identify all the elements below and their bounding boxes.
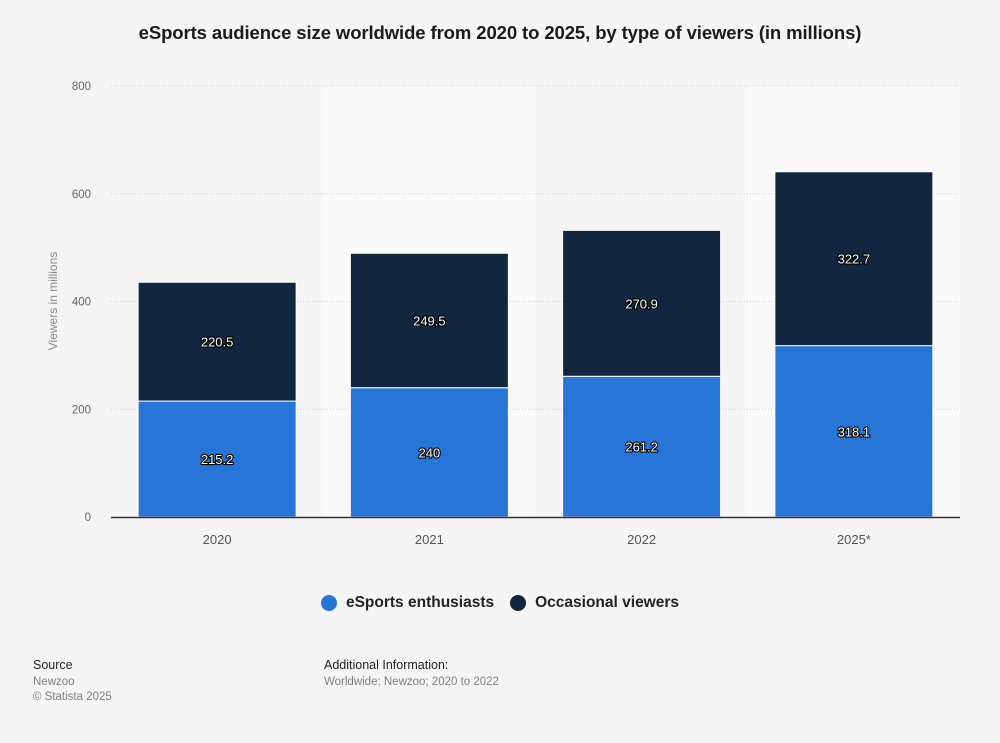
bar-occasional-viewers[interactable] xyxy=(137,281,297,402)
additional-info-text: Worldwide; Newzoo; 2020 to 2022 xyxy=(324,676,499,688)
bar-occasional-viewers[interactable] xyxy=(349,252,509,389)
legend: eSports enthusiasts Occasional viewers xyxy=(0,594,1000,612)
data-label: 240 xyxy=(419,445,441,460)
bar-stack: 215.2 220.5 xyxy=(137,281,297,518)
legend-dot-icon xyxy=(320,595,337,611)
legend-label: Occasional viewers xyxy=(535,594,680,611)
chart-title: eSports audience size worldwide from 202… xyxy=(138,22,862,43)
y-tick-label: 600 xyxy=(72,189,91,201)
data-label: 220.5 xyxy=(201,335,234,350)
x-tick-label: 2025* xyxy=(837,532,871,547)
bar-esports-enthusiasts[interactable] xyxy=(774,345,934,518)
source-block: Source Newzoo © Statista 2025 xyxy=(33,658,112,705)
y-axis-label: Viewers in millions xyxy=(46,252,60,350)
bar-stack: 261.2 270.9 xyxy=(562,229,722,518)
data-label: 270.9 xyxy=(625,296,658,311)
bar-occasional-viewers[interactable] xyxy=(562,229,722,377)
legend-item-esports-enthusiasts[interactable]: eSports enthusiasts xyxy=(320,594,495,612)
data-label: 215.2 xyxy=(201,452,234,467)
x-axis-ticks: 2020 2021 2022 2025* xyxy=(203,532,871,547)
y-tick-label: 800 xyxy=(72,81,91,93)
x-tick-label: 2020 xyxy=(203,532,232,547)
legend-dot-icon xyxy=(510,595,527,611)
source-heading: Source xyxy=(33,658,73,672)
legend-label: eSports enthusiasts xyxy=(345,594,495,611)
data-label: 249.5 xyxy=(413,313,446,328)
data-label: 261.2 xyxy=(625,440,658,455)
y-axis-ticks: 0 200 400 600 800 xyxy=(72,81,91,524)
additional-info-heading: Additional Information: xyxy=(324,658,449,672)
data-label: 322.7 xyxy=(838,252,871,267)
x-tick-label: 2021 xyxy=(415,532,444,547)
bars: 215.2 220.5 240 249.5 261.2 270.9 318.1 322.7 xyxy=(137,171,934,518)
bar-occasional-viewers[interactable] xyxy=(774,171,934,347)
y-tick-label: 0 xyxy=(85,512,91,524)
bar-stack: 240 249.5 xyxy=(349,252,509,518)
bar-esports-enthusiasts[interactable] xyxy=(137,400,297,518)
y-tick-label: 400 xyxy=(72,297,91,309)
bar-esports-enthusiasts[interactable] xyxy=(562,375,722,518)
legend-item-occasional-viewers[interactable]: Occasional viewers xyxy=(510,594,679,612)
additional-info-block: Additional Information: Worldwide; Newzo… xyxy=(324,658,499,690)
bar-esports-enthusiasts[interactable] xyxy=(349,387,509,518)
x-tick-label: 2022 xyxy=(627,532,656,547)
copyright-statista[interactable]: © Statista 2025 xyxy=(33,691,112,703)
source-link-newzoo[interactable]: Newzoo xyxy=(33,676,75,688)
y-tick-label: 200 xyxy=(72,404,91,416)
data-label: 318.1 xyxy=(838,424,871,439)
bar-stack: 318.1 322.7 xyxy=(774,171,934,518)
